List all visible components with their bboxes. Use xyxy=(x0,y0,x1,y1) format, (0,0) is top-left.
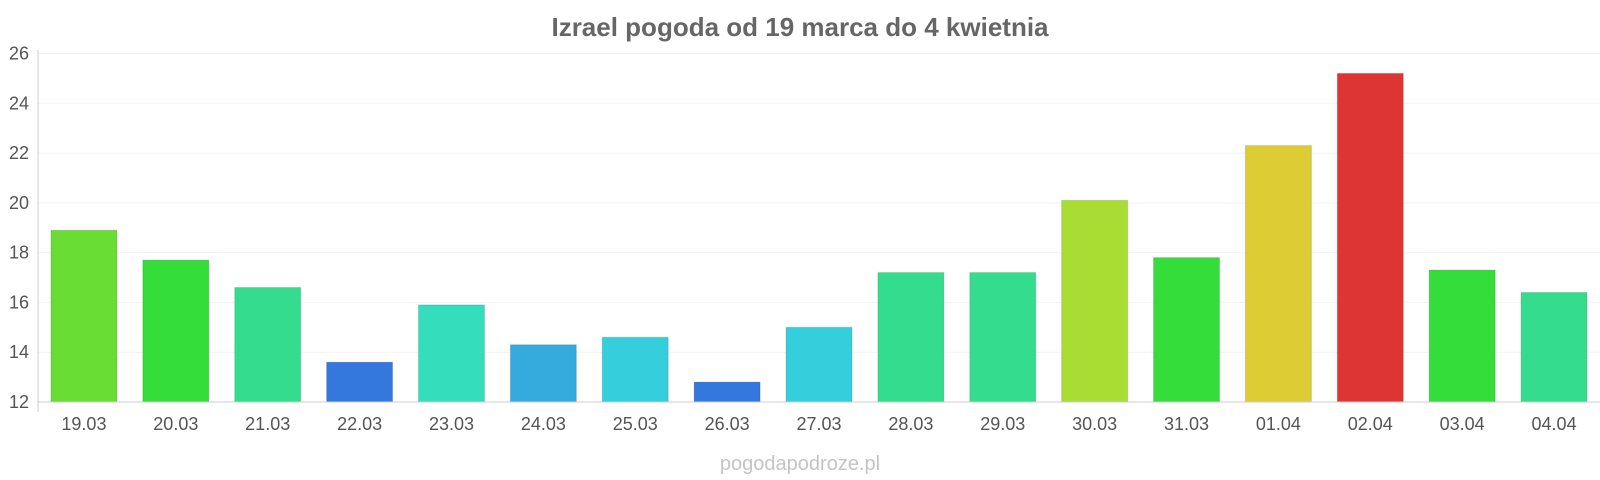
x-tick-label: 25.03 xyxy=(613,414,658,434)
bar-04.04 xyxy=(1520,291,1588,403)
y-tick-label: 24 xyxy=(9,93,29,113)
bar-29.03 xyxy=(969,272,1037,403)
bars xyxy=(50,72,1588,403)
bar-24.03 xyxy=(509,344,577,403)
y-tick-label: 18 xyxy=(9,243,29,263)
x-tick-label: 01.04 xyxy=(1256,414,1301,434)
bar-22.03 xyxy=(326,361,394,403)
chart-title: Izrael pogoda od 19 marca do 4 kwietnia xyxy=(551,12,1049,42)
x-tick-label: 31.03 xyxy=(1164,414,1209,434)
watermark: pogodapodroze.pl xyxy=(720,453,880,475)
y-tick-label: 22 xyxy=(9,143,29,163)
x-tick-label: 22.03 xyxy=(337,414,382,434)
bar-21.03 xyxy=(234,286,302,403)
x-tick-label: 03.04 xyxy=(1440,414,1485,434)
bar-25.03 xyxy=(601,336,669,403)
bar-19.03 xyxy=(50,229,118,403)
bar-03.04 xyxy=(1428,269,1496,403)
bar-27.03 xyxy=(785,326,853,403)
x-tick-label: 19.03 xyxy=(61,414,106,434)
y-tick-label: 20 xyxy=(9,193,29,213)
x-axis-ticks: 19.03 20.03 21.03 22.03 23.03 24.03 25.03 26.03… xyxy=(61,414,1576,434)
x-tick-label: 02.04 xyxy=(1348,414,1393,434)
x-tick-label: 24.03 xyxy=(521,414,566,434)
y-tick-label: 14 xyxy=(9,342,29,362)
bar-23.03 xyxy=(417,304,485,403)
x-tick-label: 27.03 xyxy=(796,414,841,434)
x-tick-label: 20.03 xyxy=(153,414,198,434)
bar-30.03 xyxy=(1061,199,1129,403)
bar-02.04 xyxy=(1336,72,1404,403)
bar-20.03 xyxy=(142,259,210,403)
bar-01.04 xyxy=(1244,145,1312,403)
y-axis-ticks: 12 14 16 18 20 22 24 26 xyxy=(9,44,29,413)
y-tick-label: 12 xyxy=(9,392,29,412)
x-tick-label: 28.03 xyxy=(888,414,933,434)
x-tick-label: 30.03 xyxy=(1072,414,1117,434)
bar-28.03 xyxy=(877,272,945,403)
y-tick-label: 16 xyxy=(9,292,29,312)
x-tick-label: 23.03 xyxy=(429,414,474,434)
bar-26.03 xyxy=(693,381,761,403)
x-tick-label: 29.03 xyxy=(980,414,1025,434)
bar-31.03 xyxy=(1153,257,1221,403)
x-tick-label: 26.03 xyxy=(705,414,750,434)
x-tick-label: 04.04 xyxy=(1532,414,1577,434)
x-tick-label: 21.03 xyxy=(245,414,290,434)
y-tick-label: 26 xyxy=(9,44,29,64)
